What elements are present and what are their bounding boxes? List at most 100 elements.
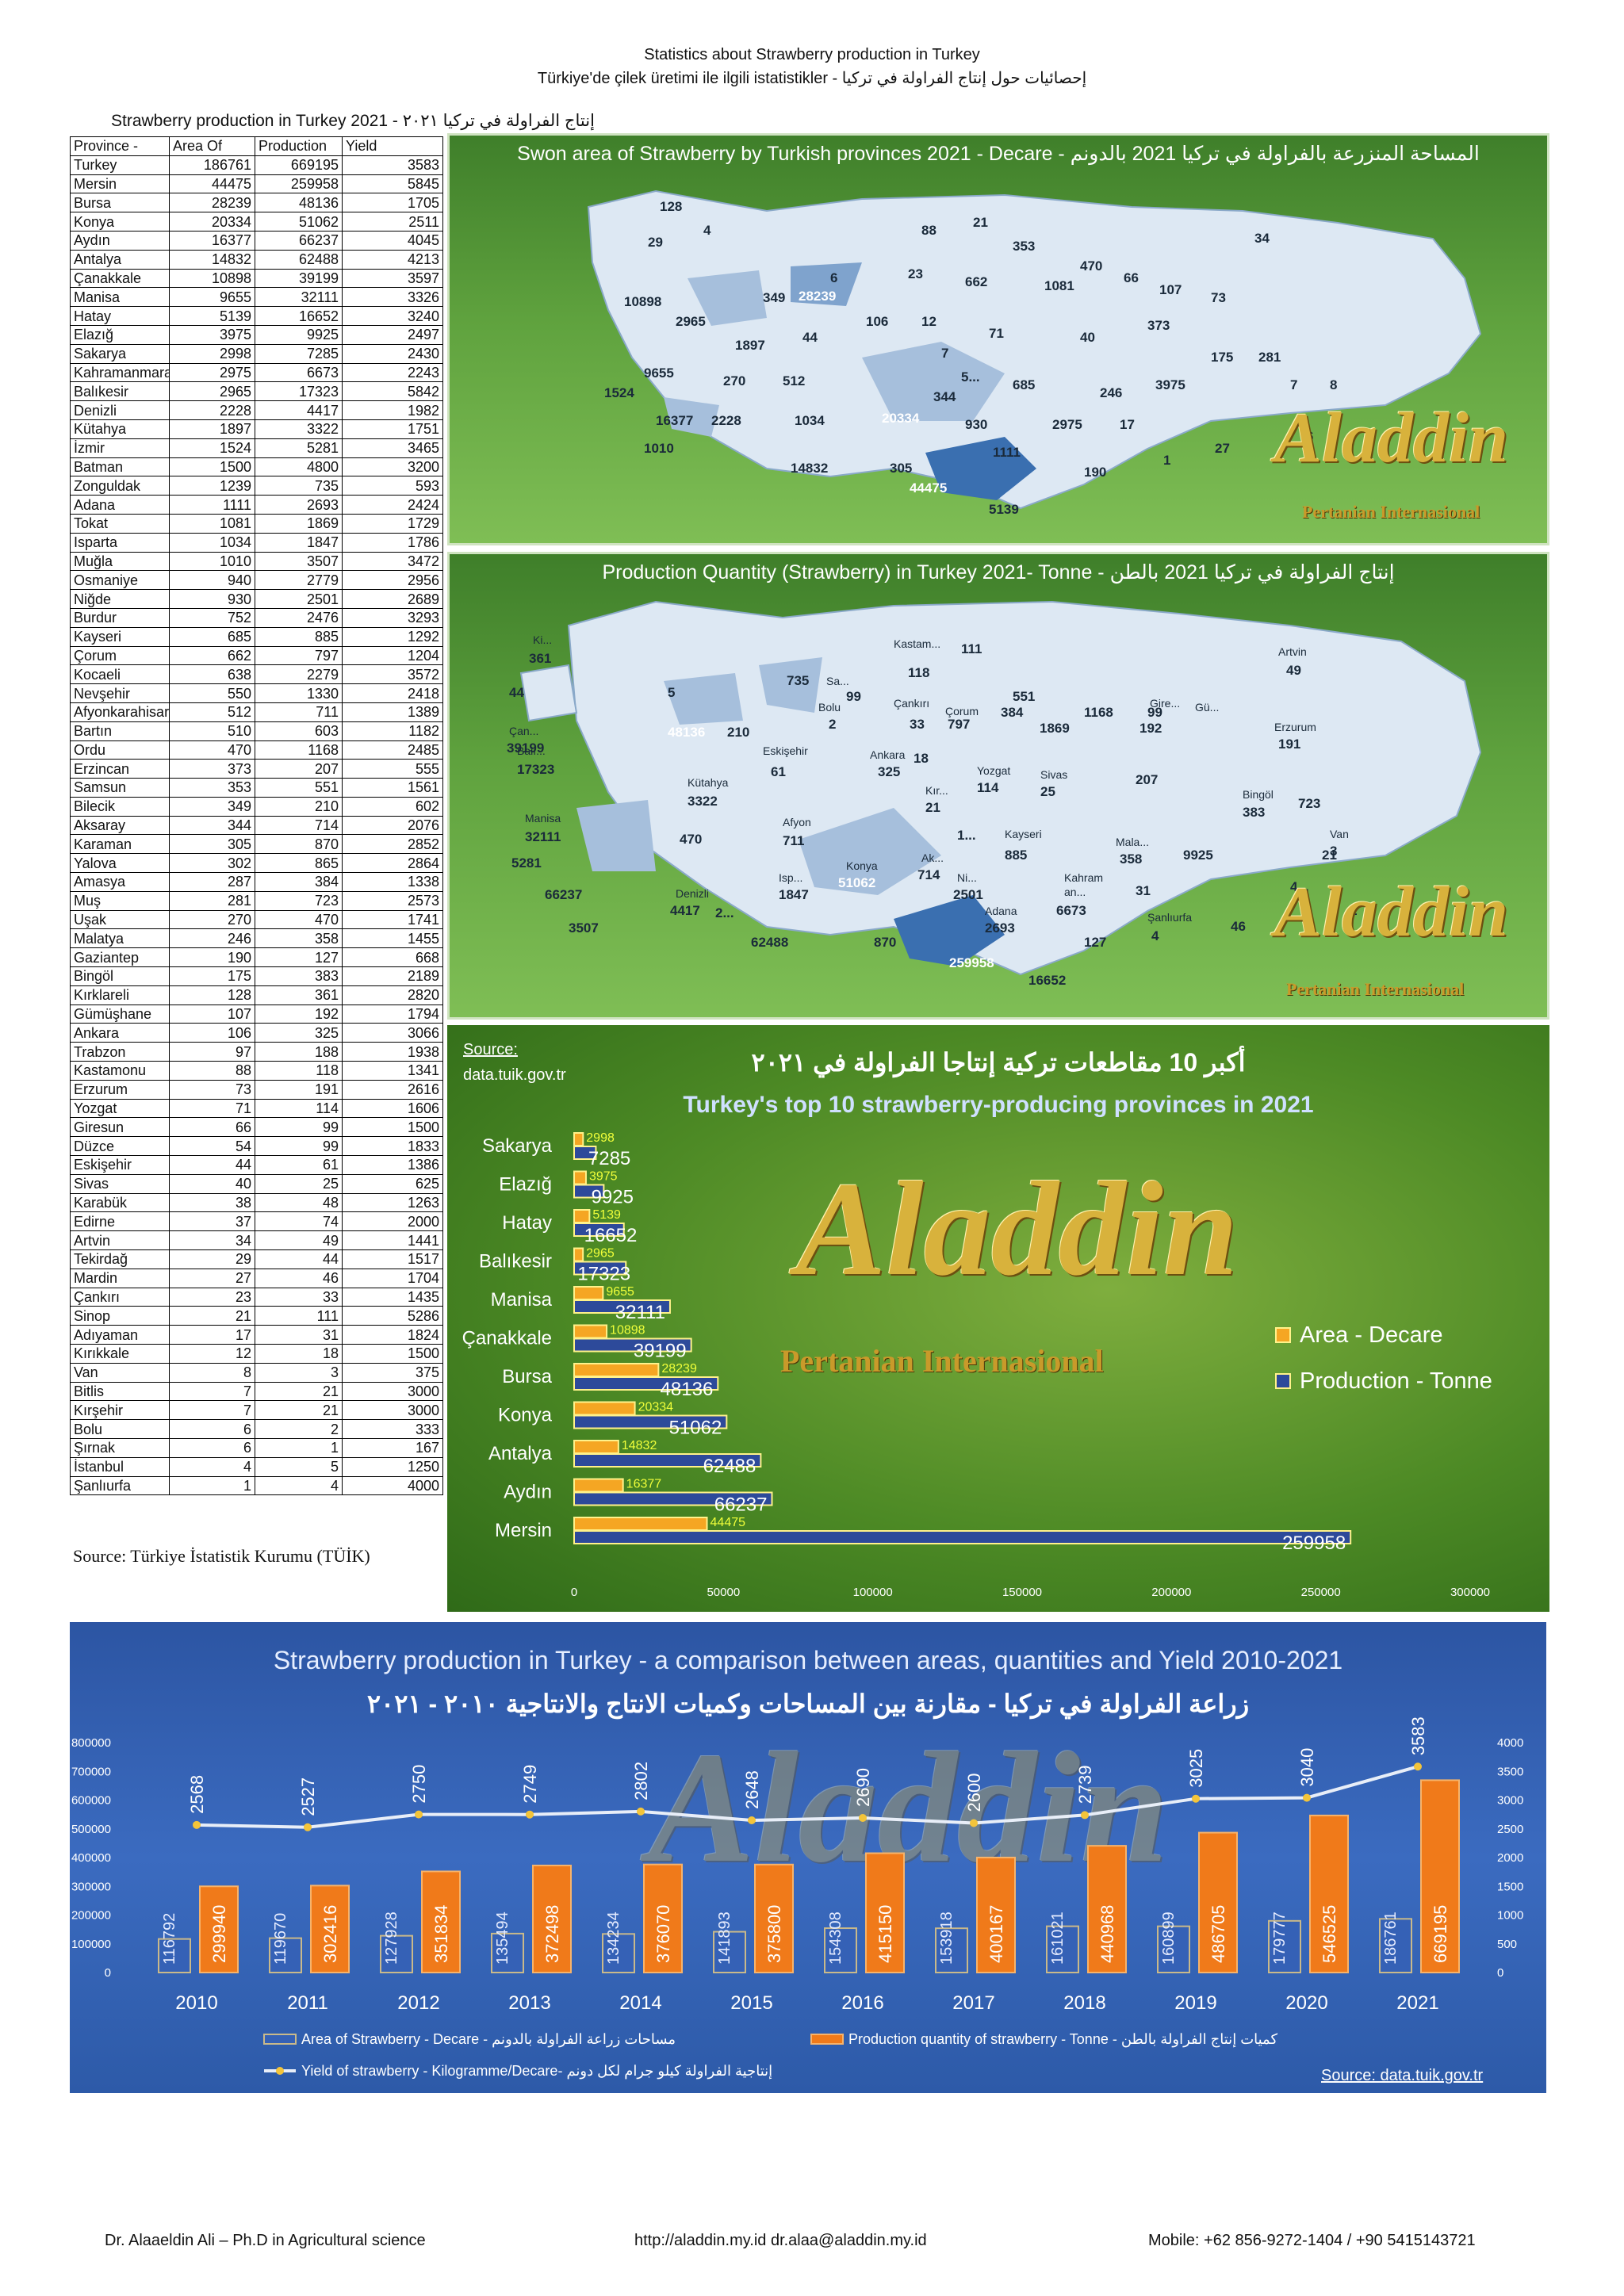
area-bar bbox=[573, 1363, 660, 1377]
production-data-label: 486705 bbox=[1208, 1905, 1228, 1963]
table-cell: 1250 bbox=[342, 1456, 443, 1477]
area-bar bbox=[573, 1517, 708, 1531]
production-map-label: 114 bbox=[977, 780, 999, 795]
table-row: Sakarya 2998 7285 2430 bbox=[70, 343, 443, 364]
production-map-label: 711 bbox=[783, 833, 805, 848]
table-cell: 1182 bbox=[342, 721, 443, 741]
table-cell: 44 bbox=[255, 1249, 343, 1269]
watermark-logo: Aladdin bbox=[1274, 399, 1509, 477]
category-label: Antalya bbox=[488, 1443, 553, 1464]
table-row: Niğde 930 2501 2689 bbox=[70, 589, 443, 609]
production-map-label: 3 bbox=[1330, 844, 1338, 859]
table-cell: Muğla bbox=[70, 551, 170, 572]
table-row: Kütahya 1897 3322 1751 bbox=[70, 419, 443, 439]
table-cell: 711 bbox=[255, 702, 343, 722]
legend-label-production: Production quantity of strawberry - Tonn… bbox=[848, 2031, 1277, 2048]
category-label: Çanakkale bbox=[462, 1328, 552, 1349]
table-cell: 4213 bbox=[342, 249, 443, 270]
x-tick-label: 200000 bbox=[1151, 1586, 1191, 1599]
production-map-label: Sivas bbox=[1040, 768, 1068, 781]
table-row: Gümüşhane 107 192 1794 bbox=[70, 1004, 443, 1024]
area-map-label: 7 bbox=[1290, 377, 1298, 392]
table-cell: 167 bbox=[342, 1437, 443, 1458]
production-map-label: 3507 bbox=[569, 920, 599, 936]
table-cell: Konya bbox=[70, 212, 170, 232]
table-cell: 1517 bbox=[342, 1249, 443, 1269]
table-cell: 33 bbox=[255, 1287, 343, 1307]
table-row: Kastamonu 88 118 1341 bbox=[70, 1061, 443, 1081]
area-bar bbox=[269, 1937, 302, 1974]
area-map-label: 470 bbox=[1080, 258, 1103, 274]
production-map-label: Yozgat bbox=[977, 764, 1011, 777]
production-map-label: 25 bbox=[1040, 784, 1055, 799]
y-right-tick-label: 0 bbox=[1497, 1966, 1503, 1980]
area-map-label: 1111 bbox=[993, 445, 1021, 460]
table-cell: 1847 bbox=[255, 532, 343, 553]
yield-data-label: 2750 bbox=[409, 1765, 429, 1804]
table-cell: Denizli bbox=[70, 400, 170, 420]
area-data-label: 154308 bbox=[827, 1911, 845, 1965]
table-cell: Düzce bbox=[70, 1136, 170, 1157]
table-cell: Kırşehir bbox=[70, 1400, 170, 1421]
production-bar bbox=[643, 1863, 683, 1973]
table-cell: 18 bbox=[255, 1344, 343, 1364]
y-left-tick-label: 700000 bbox=[71, 1765, 111, 1778]
yield-data-label: 2749 bbox=[520, 1765, 540, 1804]
table-cell: 1500 bbox=[342, 1117, 443, 1138]
table-row: Kırşehir 7 21 3000 bbox=[70, 1400, 443, 1421]
table-cell: Kastamonu bbox=[70, 1061, 170, 1081]
table-cell: Malatya bbox=[70, 928, 170, 949]
production-map-label: Ki... bbox=[533, 633, 553, 646]
table-cell: 4000 bbox=[342, 1475, 443, 1496]
production-data-label: 51062 bbox=[669, 1418, 722, 1439]
table-cell: 48136 bbox=[255, 193, 343, 213]
table-cell: 17 bbox=[169, 1325, 255, 1345]
table-cell: 2616 bbox=[342, 1079, 443, 1100]
table-cell: 512 bbox=[169, 702, 255, 722]
production-map-label: 51062 bbox=[838, 875, 876, 890]
x-tick-label: 2017 bbox=[952, 1992, 994, 2014]
table-row: Afyonkarahisar 512 711 1389 bbox=[70, 702, 443, 722]
table-cell: 3597 bbox=[342, 268, 443, 289]
x-tick-label: 2012 bbox=[397, 1992, 439, 2014]
y-left-tick-label: 500000 bbox=[71, 1823, 111, 1836]
table-cell: 2852 bbox=[342, 834, 443, 855]
table-cell: 470 bbox=[255, 909, 343, 930]
area-map-label: 930 bbox=[965, 417, 988, 432]
x-tick-label: 2016 bbox=[841, 1992, 883, 2014]
table-cell: Kahramanmaraş bbox=[70, 362, 170, 383]
production-data-label: 546525 bbox=[1320, 1905, 1339, 1963]
table-row: Isparta 1034 1847 1786 bbox=[70, 532, 443, 553]
production-map-label: Adana bbox=[985, 905, 1017, 917]
production-map-label: Kahram bbox=[1064, 871, 1104, 884]
table-cell: 39199 bbox=[255, 268, 343, 289]
production-bar bbox=[199, 1885, 239, 1974]
table-cell: 3507 bbox=[255, 551, 343, 572]
yield-point bbox=[637, 1807, 645, 1816]
production-map-label: Kastam... bbox=[894, 637, 941, 650]
area-map-label: 9655 bbox=[644, 365, 674, 381]
table-cell: 344 bbox=[169, 815, 255, 836]
table-cell: 12 bbox=[169, 1344, 255, 1364]
table-cell: 246 bbox=[169, 928, 255, 949]
production-bar bbox=[1087, 1845, 1127, 1974]
production-map-label: 2693 bbox=[985, 920, 1015, 936]
production-bar bbox=[310, 1885, 350, 1974]
production-map-label: Gire... bbox=[1150, 697, 1181, 710]
table-cell: 1869 bbox=[255, 513, 343, 534]
x-tick-label: 150000 bbox=[1002, 1586, 1042, 1599]
y-right-tick-label: 3000 bbox=[1497, 1794, 1523, 1808]
yield-data-label: 2568 bbox=[187, 1775, 207, 1814]
production-map-label: 2 bbox=[829, 717, 837, 732]
table-cell: 32111 bbox=[255, 287, 343, 308]
table-cell: 111 bbox=[255, 1306, 343, 1326]
production-map-label: 33 bbox=[910, 717, 925, 732]
area-data-label: 5139 bbox=[592, 1208, 621, 1222]
category-label: Elazığ bbox=[499, 1174, 552, 1196]
table-cell: 2243 bbox=[342, 362, 443, 383]
table-cell: 21 bbox=[169, 1306, 255, 1326]
table-header-cell: Area Of bbox=[169, 136, 255, 156]
area-map-label: 5139 bbox=[989, 502, 1019, 517]
table-cell: 865 bbox=[255, 853, 343, 874]
table-row: Nevşehir 550 1330 2418 bbox=[70, 683, 443, 703]
